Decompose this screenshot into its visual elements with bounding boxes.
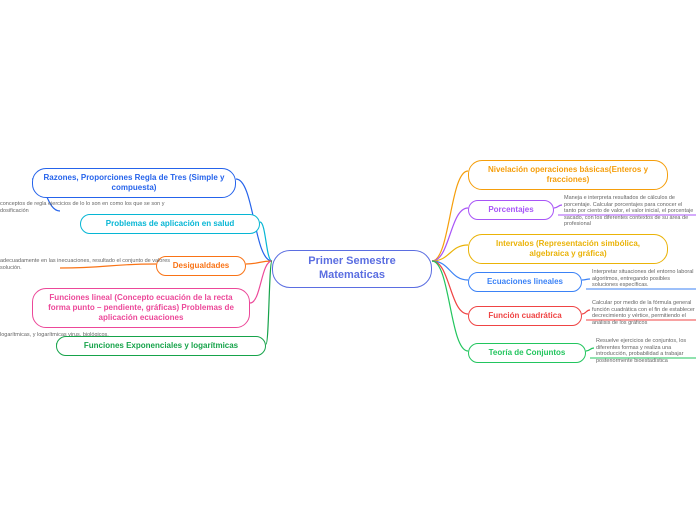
funciones-lineal-label: Funciones lineal (Concepto ecuación de l… [41,293,241,323]
razones-node[interactable]: Razones, Proporciones Regla de Tres (Sim… [32,168,236,198]
funciones-exp-label: Funciones Exponenciales y logarítmicas [84,341,238,351]
problemas-salud-label: Problemas de aplicación en salud [106,219,235,229]
desigualdades-desc: adecuadamente en las inecuaciones, resul… [0,258,170,271]
ecuaciones-desc: Interpretar situaciones del entorno labo… [592,269,696,289]
conjuntos-label: Teoría de Conjuntos [489,348,566,358]
nivelacion-node[interactable]: Nivelación operaciones básicas(Enteros y… [468,160,668,190]
porcentajes-label: Porcentajes [488,205,533,215]
porcentajes-desc: Maneja e interpreta resultados de cálcul… [564,195,696,228]
desigualdades-label: Desigualdades [173,261,229,271]
intervalos-node[interactable]: Intervalos (Representación simbólica, al… [468,234,668,264]
center-label: Primer Semestre Matematicas [281,255,423,283]
razones-desc: conceptos de regla ejercicios de lo lo s… [0,201,170,214]
cuadratica-node[interactable]: Función cuadrática [468,306,582,326]
funciones-exp-node[interactable]: Funciones Exponenciales y logarítmicas [56,336,266,356]
funciones-exp-desc: logarítmicas, y logarítmicas virus, biol… [0,332,109,339]
funciones-lineal-node[interactable]: Funciones lineal (Concepto ecuación de l… [32,288,250,328]
ecuaciones-node[interactable]: Ecuaciones lineales [468,272,582,292]
cuadratica-label: Función cuadrática [488,311,561,321]
razones-label: Razones, Proporciones Regla de Tres (Sim… [41,173,227,193]
conjuntos-node[interactable]: Teoría de Conjuntos [468,343,586,363]
cuadratica-desc: Calcular por medio de la fórmula general… [592,300,696,326]
ecuaciones-label: Ecuaciones lineales [487,277,563,287]
nivelacion-label: Nivelación operaciones básicas(Enteros y… [477,165,659,185]
conjuntos-desc: Resuelve ejercicios de conjuntos, los di… [596,338,696,364]
center-node[interactable]: Primer Semestre Matematicas [272,250,432,288]
intervalos-label: Intervalos (Representación simbólica, al… [477,239,659,259]
porcentajes-node[interactable]: Porcentajes [468,200,554,220]
problemas-salud-node[interactable]: Problemas de aplicación en salud [80,214,260,234]
